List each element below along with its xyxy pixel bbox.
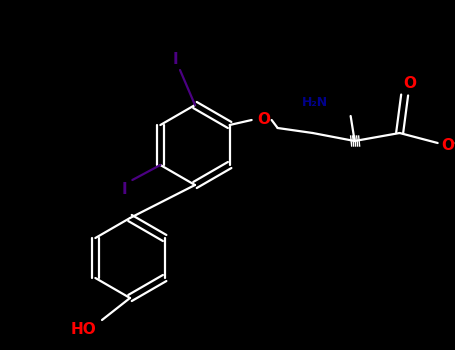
Text: O: O [441,138,454,153]
Text: I: I [172,52,178,68]
Text: O: O [403,76,416,91]
Text: HO: HO [71,322,97,337]
Text: H₂N: H₂N [302,97,328,110]
Text: I: I [121,182,127,197]
Text: O: O [257,112,270,127]
